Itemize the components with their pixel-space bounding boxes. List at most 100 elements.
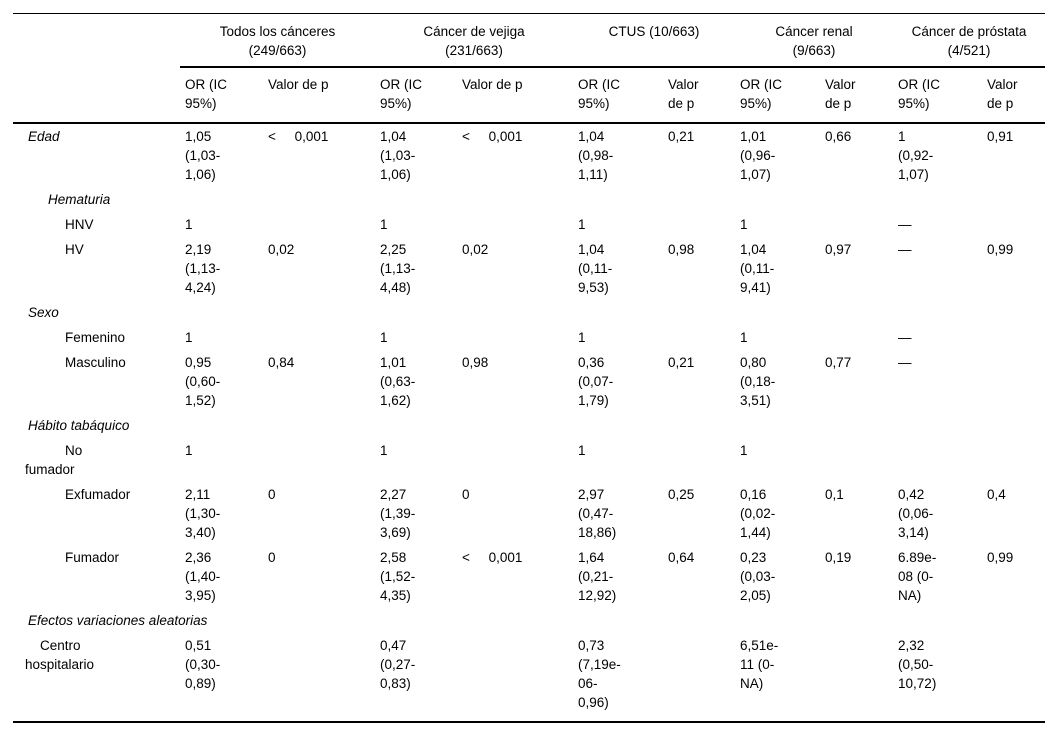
- p-value-cell: 0: [462, 487, 470, 502]
- p-value-cell: [982, 608, 1045, 633]
- p-value-cell: [663, 212, 735, 237]
- or-ci-cell: 2,97 (0,47- 18,86): [578, 487, 617, 540]
- or-ci-cell: 1,05 (1,03- 1,06): [185, 129, 221, 182]
- p-value-cell: 0,99: [987, 242, 1014, 257]
- row-label: Femenino: [65, 330, 126, 345]
- group-header-cancer-de-vejiga: Cáncer de vejiga (231/663): [375, 13, 573, 68]
- or-ci-cell: 6,51e- 11 (0- NA): [735, 633, 821, 723]
- or-ci-cell: 1: [185, 443, 193, 458]
- or-ci-cell: [375, 608, 457, 633]
- or-ci-cell: 0,16 (0,02- 1,44): [740, 487, 776, 540]
- p-value-header-todos: Valor de p: [263, 67, 375, 124]
- or-ci-cell: 0,80 (0,18- 3,51): [740, 355, 776, 408]
- p-value-cell: [263, 187, 375, 212]
- p-value-cell: [982, 212, 1045, 237]
- p-value-cell: [663, 608, 735, 633]
- p-value-cell: [820, 608, 893, 633]
- p-value-cell: [457, 300, 573, 325]
- table-row: Exfumador 2,11 (1,30- 3,40) 0 2,27 (1,39- 3…: [13, 482, 1045, 545]
- p-value-cell: 0,66: [825, 129, 852, 144]
- p-value-cell: 0,1: [825, 487, 844, 502]
- or-ci-cell: [735, 187, 820, 212]
- group-header-cancer-de-prostata: Cáncer de próstata (4/521): [893, 13, 1046, 68]
- or-ci-cell: 0,36 (0,07- 1,79): [578, 355, 614, 408]
- p-value-cell: [982, 325, 1045, 350]
- or-ci-cell: 0,95 (0,60- 1,52): [185, 355, 221, 408]
- p-value-cell: < 0,001: [268, 129, 329, 144]
- p-value-cell: 0,4: [987, 487, 1006, 502]
- row-label: HV: [65, 242, 84, 257]
- group-header-row: Todos los cánceres (249/663) Cáncer de v…: [13, 13, 1046, 68]
- or-ci-cell: 0,51 (0,30- 0,89): [180, 633, 263, 723]
- p-value-cell: 0,77: [825, 355, 852, 370]
- p-value-cell: [663, 300, 735, 325]
- or-ci-cell: 1: [578, 330, 586, 345]
- or-ci-header-vejiga: OR (IC 95%): [375, 67, 457, 124]
- p-value-cell: [263, 608, 375, 633]
- row-label: Fumador: [65, 550, 120, 565]
- p-value-cell: [663, 633, 736, 723]
- p-value-cell: [457, 633, 573, 723]
- row-label: HNV: [65, 217, 94, 232]
- p-value-cell: 0,64: [668, 550, 695, 565]
- or-ci-cell: 1: [380, 443, 388, 458]
- p-value-cell: [263, 300, 375, 325]
- row-label: Centro hospitalario: [13, 633, 180, 723]
- or-ci-cell: —: [898, 330, 912, 345]
- row-label: Masculino: [65, 355, 126, 370]
- or-ci-cell: [375, 413, 457, 438]
- or-ci-cell: 1: [740, 443, 748, 458]
- or-ci-cell: 1,04 (0,11- 9,53): [578, 242, 613, 295]
- or-ci-cell: [375, 300, 457, 325]
- p-value-cell: [663, 187, 735, 212]
- p-value-cell: [982, 350, 1045, 413]
- table-row: HNV 1 1 1 1 —: [13, 212, 1045, 237]
- or-ci-cell: [735, 608, 820, 633]
- or-ci-cell: 1: [185, 217, 193, 232]
- row-label-subheader-empty: [13, 67, 180, 124]
- p-value-cell: [820, 633, 894, 723]
- or-ci-header-todos: OR (IC 95%): [180, 67, 263, 124]
- p-value-cell: [982, 187, 1045, 212]
- p-value-cell: [820, 325, 893, 350]
- or-ci-cell: 2,27 (1,39- 3,69): [380, 487, 416, 540]
- p-value-cell: 0,25: [668, 487, 695, 502]
- or-ci-cell: 1 (0,92- 1,07): [898, 129, 934, 182]
- p-value-cell: [457, 413, 573, 438]
- p-value-cell: < 0,001: [462, 550, 523, 565]
- column-header-row: OR (IC 95%) Valor de p OR (IC 95%) Valor…: [13, 67, 1046, 124]
- table-row: Sexo: [13, 300, 1045, 325]
- table-row: Efectos variaciones aleatorias: [13, 608, 1045, 633]
- p-value-cell: 0,02: [462, 242, 489, 257]
- p-value-cell: [457, 325, 573, 350]
- group-header-ctus: CTUS (10/663): [573, 13, 736, 68]
- p-value-cell: 0,84: [268, 355, 295, 370]
- p-value-cell: [457, 608, 573, 633]
- p-value-cell: [820, 300, 893, 325]
- or-ci-cell: [893, 438, 982, 482]
- table-row: No fumador 1 1 1 1: [13, 438, 1045, 482]
- or-ci-cell: [893, 608, 982, 633]
- or-ci-header-prostata: OR (IC 95%): [893, 67, 983, 124]
- p-value-cell: [982, 300, 1045, 325]
- row-label-column-header: [13, 13, 180, 67]
- p-value-header-ctus: Valor de p: [663, 67, 736, 124]
- or-ci-cell: [180, 413, 263, 438]
- or-ci-cell: —: [898, 355, 912, 370]
- or-ci-cell: [180, 300, 263, 325]
- or-ci-cell: [573, 413, 663, 438]
- or-ci-cell: 1: [578, 217, 586, 232]
- p-value-cell: 0,02: [268, 242, 295, 257]
- p-value-cell: 0,91: [987, 129, 1014, 144]
- or-ci-cell: 1,04 (0,11- 9,41): [740, 242, 775, 295]
- or-ci-cell: —: [898, 217, 912, 232]
- row-label: Edad: [28, 129, 60, 144]
- or-ci-cell: 1,01 (0,96- 1,07): [740, 129, 776, 182]
- p-value-cell: 0,21: [668, 355, 695, 370]
- or-ci-cell: 2,58 (1,52- 4,35): [380, 550, 416, 603]
- or-ci-cell: 0,73 (7,19e- 06- 0,96): [573, 633, 663, 723]
- p-value-header-renal: Valor de p: [820, 67, 894, 124]
- or-ci-cell: [180, 187, 263, 212]
- p-value-cell: [820, 438, 893, 482]
- table-header: Todos los cánceres (249/663) Cáncer de v…: [13, 13, 1046, 124]
